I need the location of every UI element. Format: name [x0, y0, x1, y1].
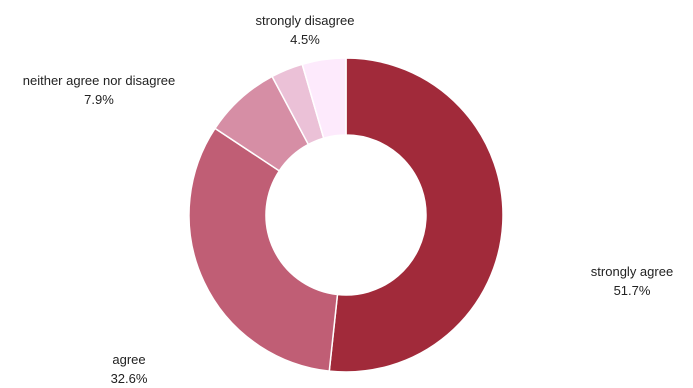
slice-value-strongly-agree: 51.7% — [614, 283, 651, 298]
labels-layer: strongly agree 51.7% agree 32.6% neither agr… — [23, 13, 673, 386]
slice-label-neither-agree-nor-disagree: neither agree nor disagree — [23, 73, 176, 88]
slice-label-strongly-agree: strongly agree — [591, 264, 673, 279]
slice-agree[interactable] — [188, 127, 339, 372]
slice-value-neither-agree-nor-disagree: 7.9% — [84, 92, 114, 107]
slice-strongly-agree[interactable] — [328, 57, 504, 373]
slice-value-strongly-disagree: 4.5% — [290, 32, 320, 47]
slice-value-agree: 32.6% — [111, 371, 148, 386]
slice-label-agree: agree — [112, 352, 145, 367]
slice-label-strongly-disagree: strongly disagree — [256, 13, 355, 28]
slices-layer — [188, 57, 504, 373]
slice-strongly-disagree[interactable] — [301, 57, 347, 140]
